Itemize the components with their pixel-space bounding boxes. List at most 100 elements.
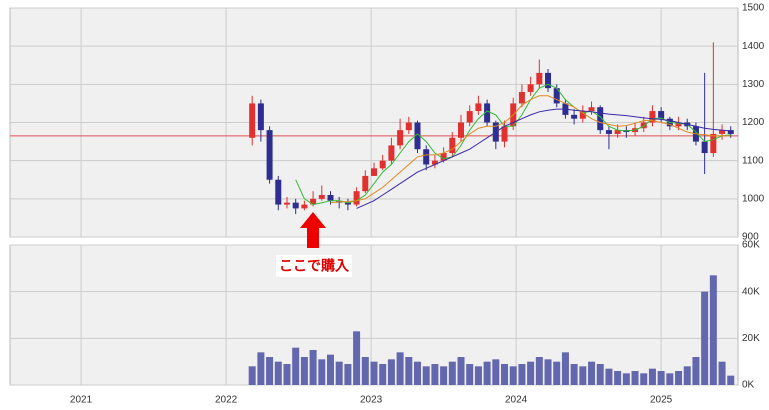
x-tick-label: 2023 xyxy=(360,395,383,406)
volume-bar xyxy=(561,352,569,385)
x-tick-label: 2022 xyxy=(215,395,238,406)
volume-bar xyxy=(605,368,613,385)
candle-body xyxy=(649,111,656,123)
arrow-head xyxy=(300,212,326,228)
candle-body xyxy=(257,103,264,131)
candle-body xyxy=(545,72,552,89)
y-tick-label: 0K xyxy=(742,380,755,391)
x-tick-label: 2024 xyxy=(505,395,528,406)
volume-bar xyxy=(501,364,509,385)
volume-bar xyxy=(596,364,604,385)
candle-body xyxy=(475,103,482,112)
candle-body xyxy=(371,168,377,176)
volume-bar xyxy=(405,357,413,385)
annotation-arrow: ここで購入 xyxy=(276,212,352,277)
volume-bar xyxy=(666,373,674,385)
y-tick-label: 60K xyxy=(742,240,760,251)
volume-bar xyxy=(474,366,482,385)
candle-body xyxy=(484,103,491,123)
volume-bar xyxy=(579,366,587,385)
candle-body xyxy=(353,191,360,205)
candle-body xyxy=(449,137,456,154)
candle-body xyxy=(466,111,473,123)
volume-bar xyxy=(274,361,282,385)
volume-bar xyxy=(431,364,439,385)
volume-bar xyxy=(570,364,578,385)
volume-bar xyxy=(588,361,596,385)
volume-bar xyxy=(379,364,387,385)
candle-body xyxy=(301,204,308,209)
candle-body xyxy=(414,122,421,150)
candle-body xyxy=(536,72,543,85)
y-tick-label: 1500 xyxy=(742,3,765,14)
candle-body xyxy=(719,130,726,134)
annotation: ここで購入 xyxy=(279,258,349,274)
volume-bar xyxy=(440,366,448,385)
volume-bar xyxy=(309,350,317,385)
volume-bar xyxy=(266,357,274,385)
volume-bar xyxy=(335,361,343,385)
volume-bar xyxy=(535,357,543,385)
volume-bar xyxy=(414,361,422,385)
y-tick-label: 1000 xyxy=(742,193,765,204)
candle-body xyxy=(388,145,395,161)
annotation-box xyxy=(276,255,352,277)
candle-body xyxy=(501,126,508,142)
volume-bar xyxy=(518,364,526,385)
volume-bar xyxy=(631,371,639,385)
volume-bar xyxy=(492,359,500,385)
volume-bar xyxy=(300,357,308,385)
volume-bar xyxy=(640,373,648,385)
y-tick-label: 1100 xyxy=(742,155,764,166)
volume-bar xyxy=(466,364,474,385)
candle-body xyxy=(292,202,299,209)
x-tick-label: 2021 xyxy=(70,395,93,406)
volume-bar xyxy=(648,368,656,385)
y-tick-label: 900 xyxy=(742,232,759,243)
candle-body xyxy=(458,122,465,138)
volume-bar xyxy=(370,361,378,385)
volume-bar xyxy=(361,357,369,385)
volume-bar xyxy=(527,361,535,385)
volume-bar xyxy=(396,352,404,385)
volume-bar xyxy=(614,371,622,385)
candle-body xyxy=(405,122,412,131)
volume-bar xyxy=(709,275,717,385)
volume-bar xyxy=(675,371,683,385)
volume-bar xyxy=(544,359,552,385)
candle-body xyxy=(518,91,525,104)
moving-average xyxy=(356,108,731,209)
volume-bar xyxy=(257,352,265,385)
candle-body xyxy=(275,179,282,205)
candle-body xyxy=(344,202,351,205)
candle-body xyxy=(701,141,708,154)
moving-average xyxy=(330,95,731,204)
y-tick-label: 40K xyxy=(742,286,760,297)
y-tick-label: 20K xyxy=(742,333,760,344)
volume-bar xyxy=(718,361,726,385)
candle-body xyxy=(423,149,430,165)
candle-body xyxy=(440,153,447,161)
candle-body xyxy=(310,198,317,205)
volume-bar xyxy=(509,366,517,385)
volume-bar xyxy=(448,361,456,385)
candle-body xyxy=(658,111,665,119)
candle-body xyxy=(710,133,717,154)
candle-body xyxy=(597,107,604,131)
candle-body xyxy=(579,111,586,119)
volume-bar xyxy=(683,366,691,385)
candle-body xyxy=(588,107,595,112)
candle-body xyxy=(527,84,534,92)
plot-layer: 900 1000 1100 1200 1300 1400 1500 0K 20K 40K 60K 20… xyxy=(10,3,765,406)
candle-body xyxy=(397,130,404,146)
x-tick-label: 2025 xyxy=(650,395,673,406)
moving-average xyxy=(295,83,731,206)
volume-bar xyxy=(353,331,361,385)
candle-body xyxy=(431,160,438,165)
y-tick-label: 1400 xyxy=(742,41,765,52)
volume-bar xyxy=(344,364,352,385)
candle-body xyxy=(605,130,612,134)
candle-body xyxy=(571,114,578,119)
candle-body xyxy=(283,202,290,205)
